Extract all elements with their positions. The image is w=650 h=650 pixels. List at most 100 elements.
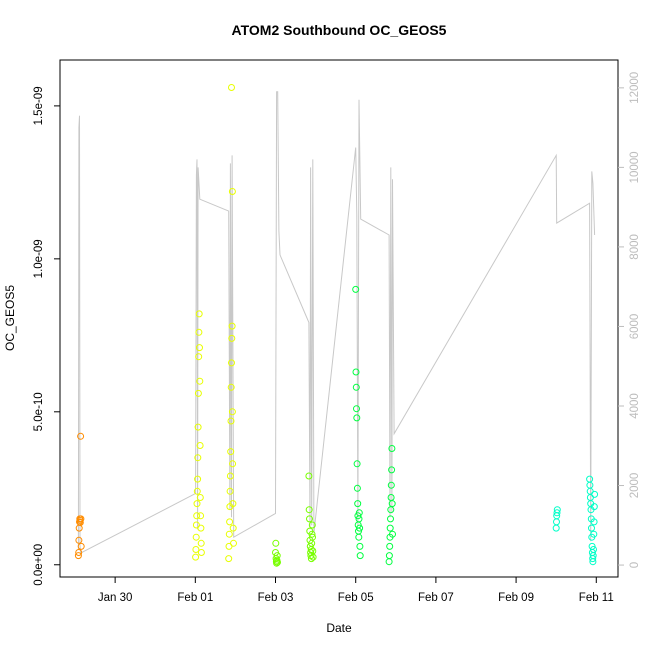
y-axis-label: OC_GEOS5 [3, 285, 17, 351]
data-point-3-16 [356, 552, 364, 560]
x-tick-label-3: Feb 05 [338, 592, 374, 604]
data-point-1-14 [196, 344, 203, 352]
data-point-1-12 [195, 328, 203, 336]
data-point-1-32 [228, 359, 235, 367]
data-point-1-37 [229, 500, 237, 508]
data-point-1-8 [194, 454, 202, 462]
data-point-1-30 [227, 417, 235, 425]
data-point-1-20 [197, 539, 205, 547]
data-point-0-9 [77, 515, 85, 523]
data-point-0-7 [76, 519, 84, 526]
y-tick-label-3: 1.5e-09 [33, 86, 45, 125]
data-point-1-13 [195, 310, 203, 318]
data-point-3-1 [352, 368, 360, 376]
data-point-1-11 [195, 353, 203, 361]
data-point-4-6 [586, 481, 594, 489]
data-point-1-17 [196, 494, 204, 501]
data-point-4-1 [553, 518, 560, 526]
data-point-1-1 [192, 546, 200, 553]
x-tick-label-4: Feb 07 [418, 592, 454, 604]
y2-tick-label-2: 4000 [629, 393, 641, 419]
data-point-3-28 [388, 500, 396, 508]
data-point-3-26 [388, 466, 396, 474]
y-tick-label-2: 1.0e-09 [33, 239, 45, 278]
y-tick-label-1: 5.0e-10 [33, 392, 45, 431]
data-point-1-39 [230, 539, 237, 547]
data-point-2-4 [273, 559, 281, 567]
data-point-4-3 [553, 509, 561, 517]
data-point-1-15 [196, 377, 204, 385]
y2-tick-label-3: 6000 [629, 314, 641, 340]
data-point-2-9 [305, 506, 313, 514]
data-point-3-29 [389, 530, 396, 538]
y-tick-label-0: 0.0e+00 [33, 544, 45, 586]
data-point-1-7 [194, 475, 202, 483]
data-point-4-5 [586, 475, 594, 483]
data-point-1-40 [228, 188, 236, 195]
data-point-1-25 [226, 518, 234, 526]
data-point-0-8 [77, 432, 85, 440]
data-point-2-7 [274, 558, 281, 566]
data-point-4-0 [552, 524, 560, 532]
data-point-0-2 [75, 536, 83, 544]
data-point-3-27 [388, 445, 396, 452]
data-point-0-3 [75, 524, 83, 532]
data-point-4-19 [590, 546, 597, 553]
data-point-1-10 [194, 389, 202, 397]
x-tick-label-1: Feb 01 [177, 592, 213, 604]
data-point-4-22 [590, 503, 598, 511]
data-point-3-5 [353, 460, 361, 468]
data-point-4-20 [590, 530, 598, 538]
data-point-1-19 [197, 524, 205, 532]
x-tick-label-5: Feb 09 [498, 592, 534, 604]
y2-tick-label-5: 10000 [629, 151, 641, 183]
data-point-3-7 [354, 500, 362, 508]
data-point-3-22 [387, 515, 394, 523]
data-point-3-14 [356, 524, 364, 532]
data-point-2-23 [309, 553, 317, 561]
data-point-3-24 [387, 494, 395, 501]
data-point-2-10 [306, 515, 313, 523]
data-point-0-10 [77, 542, 85, 550]
data-point-3-19 [386, 542, 394, 550]
data-point-3-25 [387, 481, 395, 489]
data-point-3-21 [386, 524, 394, 532]
x-axis-label: Date [326, 621, 352, 635]
data-point-1-2 [192, 533, 200, 541]
data-point-1-33 [228, 334, 236, 342]
data-point-1-21 [197, 549, 205, 556]
data-point-2-17 [307, 555, 315, 563]
data-point-4-16 [589, 555, 597, 563]
data-point-1-16 [196, 442, 204, 449]
data-point-3-3 [353, 405, 360, 413]
y2-tick-label-0: 0 [629, 562, 641, 568]
data-point-1-9 [194, 423, 202, 431]
data-point-1-24 [225, 530, 233, 538]
x-tick-label-0: Jan 30 [98, 592, 133, 604]
data-point-1-28 [226, 472, 234, 480]
data-point-1-29 [227, 448, 235, 456]
data-point-1-18 [197, 512, 205, 520]
data-point-0-0 [74, 552, 82, 560]
data-point-3-2 [352, 383, 360, 391]
data-point-2-19 [308, 530, 316, 538]
data-point-1-27 [226, 487, 234, 495]
x-tick-label-2: Feb 03 [258, 592, 294, 604]
data-point-1-4 [193, 512, 201, 520]
y2-tick-label-4: 8000 [629, 234, 641, 260]
data-point-1-31 [227, 383, 235, 391]
x-tick-label-6: Feb 11 [579, 592, 614, 604]
data-point-1-5 [193, 500, 201, 508]
data-point-3-0 [352, 285, 360, 293]
plot-frame [59, 59, 619, 578]
data-point-4-4 [553, 506, 561, 514]
data-point-1-0 [192, 553, 200, 561]
data-point-4-23 [591, 490, 599, 498]
y2-tick-label-1: 2000 [629, 473, 641, 499]
data-point-2-1 [272, 539, 280, 547]
data-point-2-8 [305, 472, 313, 480]
data-point-3-15 [356, 542, 364, 550]
data-point-0-1 [75, 549, 83, 556]
data-point-4-12 [588, 524, 595, 532]
